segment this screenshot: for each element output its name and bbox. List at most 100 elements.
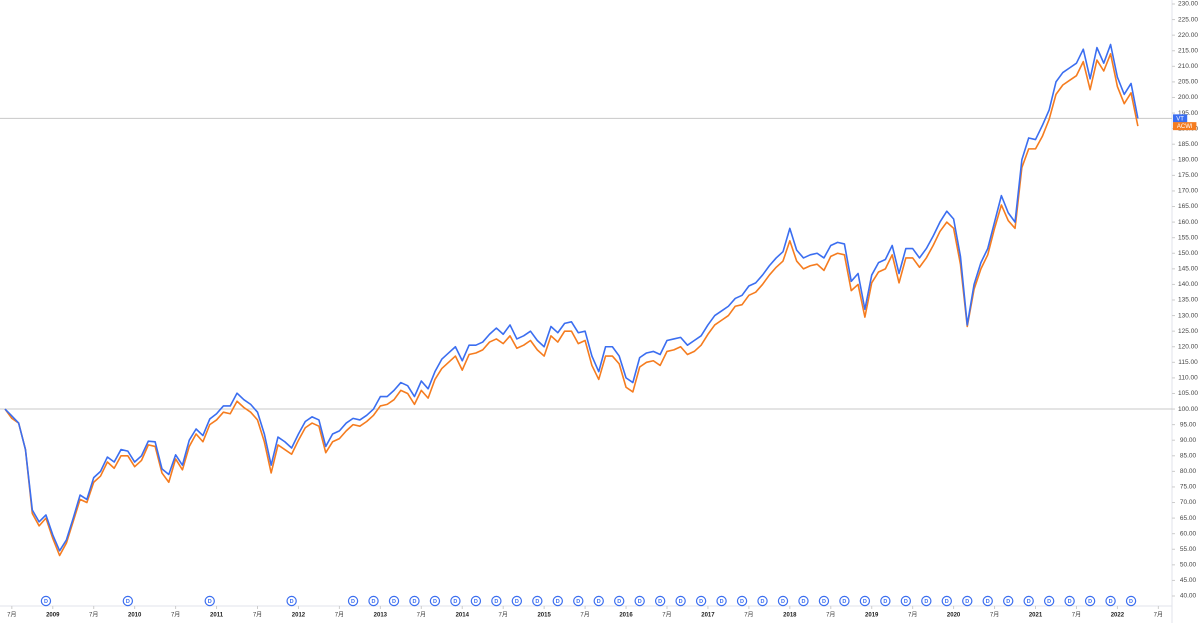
dividend-label: D [740, 599, 744, 605]
dividend-marker [1105, 595, 1116, 607]
dividend-marker [634, 595, 645, 607]
dividend-label: D [822, 599, 826, 605]
dividend-label: D [945, 599, 949, 605]
x-tick-label: 2009 [46, 613, 60, 619]
y-tick-label: 90.00 [1180, 437, 1197, 444]
x-tick-label: 2013 [374, 613, 388, 619]
y-tick-label: 115.00 [1178, 359, 1198, 366]
dividend-marker [1084, 595, 1096, 607]
dividend-marker [818, 595, 830, 607]
y-tick-label: 130.00 [1178, 312, 1198, 319]
dividend-marker [798, 595, 809, 607]
x-tick-label: 7月 [89, 612, 98, 619]
dividend-marker [839, 595, 850, 607]
dividend-label: D [126, 599, 130, 605]
dividend-marker [962, 595, 973, 607]
dividend-label: D [761, 599, 765, 605]
y-tick-label: 80.00 [1180, 468, 1197, 475]
x-tick-label: 7月 [662, 612, 671, 619]
x-tick-label: 7月 [990, 612, 999, 619]
series-line [4, 43, 1139, 552]
x-tick-label: 2020 [947, 613, 961, 619]
dividend-label: D [658, 599, 662, 605]
dividend-label: D [617, 599, 621, 605]
x-tick-label: 7月 [580, 612, 589, 619]
dividend-marker [429, 595, 441, 607]
y-tick-label: 85.00 [1180, 453, 1197, 460]
dividend-marker [1043, 595, 1055, 607]
x-tick-label: 2012 [292, 613, 306, 619]
x-tick-label: 7月 [171, 612, 180, 619]
y-tick-label: 200.00 [1178, 94, 1198, 101]
x-tick-label: 2017 [701, 613, 715, 619]
x-tick-label: 7月 [335, 612, 344, 619]
dividend-marker [921, 595, 932, 607]
x-tick-label: 7月 [826, 612, 835, 619]
dividend-label: D [372, 599, 376, 605]
y-tick-label: 230.00 [1178, 1, 1198, 8]
y-tick-label: 45.00 [1180, 577, 1197, 584]
legend-label: VT [1176, 116, 1184, 122]
y-tick-label: 110.00 [1178, 375, 1198, 382]
x-tick-label: 2010 [128, 613, 142, 619]
y-tick-label: 125.00 [1178, 328, 1198, 335]
x-tick-label: 2021 [1029, 613, 1043, 619]
dividend-label: D [1068, 599, 1072, 605]
dividend-label: D [494, 599, 498, 605]
y-tick-label: 180.00 [1178, 157, 1198, 164]
legend-swatch [1173, 122, 1197, 131]
dividend-marker [1003, 595, 1014, 607]
y-tick-label: 40.00 [1180, 593, 1197, 600]
dividend-marker [552, 595, 563, 607]
dividend-label: D [1027, 599, 1031, 605]
y-tick-label: 75.00 [1180, 484, 1197, 491]
dividend-marker [347, 595, 359, 607]
dividend-label: D [986, 599, 990, 605]
dividend-marker [511, 595, 523, 607]
x-tick-label: 7月 [744, 612, 753, 619]
y-tick-label: 185.00 [1178, 141, 1198, 148]
dividend-label: D [1047, 599, 1051, 605]
dividend-label: D [597, 599, 601, 605]
y-tick-label: 155.00 [1178, 234, 1198, 241]
dividend-label: D [1006, 599, 1010, 605]
dividend-marker [716, 595, 727, 607]
x-tick-label: 2015 [537, 613, 551, 619]
dividend-label: D [965, 599, 969, 605]
dividend-label: D [1088, 599, 1092, 605]
legend-label: ACWI [1177, 124, 1193, 130]
dividend-label: D [863, 599, 867, 605]
dividend-label: D [351, 599, 355, 605]
x-tick-label: 2011 [210, 613, 224, 619]
y-tick-label: 50.00 [1180, 562, 1197, 569]
dividend-marker [777, 595, 789, 607]
y-tick-label: 210.00 [1178, 63, 1198, 70]
y-tick-label: 160.00 [1178, 219, 1198, 226]
dividend-label: D [924, 599, 928, 605]
dividend-label: D [699, 599, 703, 605]
dividend-label: D [883, 599, 887, 605]
dividend-marker [40, 595, 52, 607]
y-tick-label: 140.00 [1178, 281, 1198, 288]
y-tick-label: 65.00 [1180, 515, 1197, 522]
dividend-label: D [556, 599, 560, 605]
y-tick-label: 70.00 [1180, 499, 1197, 506]
x-tick-label: 2022 [1111, 613, 1125, 619]
dividend-marker [1064, 595, 1075, 607]
dividend-label: D [842, 599, 846, 605]
x-tick-label: 7月 [908, 612, 917, 619]
dividend-marker [491, 595, 502, 607]
dividend-marker [900, 595, 912, 607]
dividend-label: D [720, 599, 724, 605]
x-tick-label: 2014 [456, 613, 470, 619]
y-tick-label: 60.00 [1180, 530, 1197, 537]
dividend-marker [757, 595, 768, 607]
y-tick-label: 95.00 [1180, 421, 1197, 428]
dividend-label: D [412, 599, 416, 605]
x-tick-label: 2019 [865, 613, 879, 619]
dividend-marker [122, 595, 134, 607]
x-tick-label: 7月 [7, 612, 16, 619]
